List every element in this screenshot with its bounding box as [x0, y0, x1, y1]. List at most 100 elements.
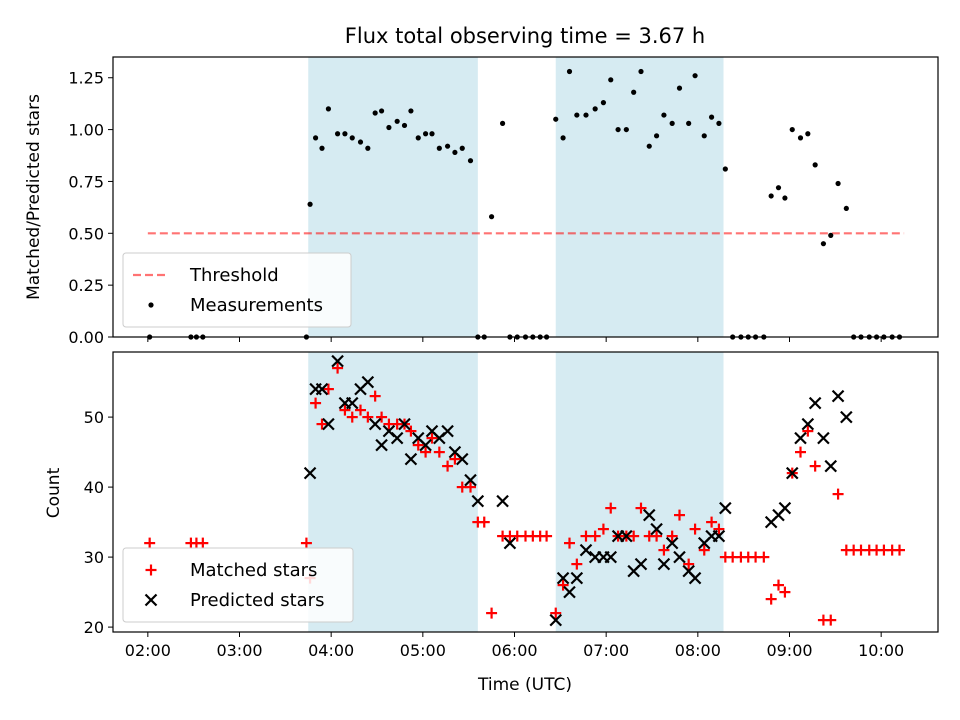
- predicted-stars-point-b: [368, 417, 382, 431]
- predicted-stars-point: [785, 466, 799, 480]
- predicted-stars-point: [801, 417, 815, 431]
- x-tick-label: 03:00: [216, 641, 262, 660]
- matched-stars-point: [689, 523, 701, 535]
- measurements-point: [499, 120, 506, 126]
- predicted-stars-point: [368, 417, 382, 431]
- measurements-point: [592, 106, 598, 112]
- predicted-stars-point-b: [315, 382, 329, 396]
- measurements-point: [349, 135, 355, 141]
- measurements-point: [608, 77, 614, 83]
- measurements-point: [768, 193, 774, 199]
- y-tick-label: 0.25: [68, 276, 104, 295]
- legend-label: Predicted stars: [190, 590, 324, 611]
- predicted-stars-point: [817, 431, 830, 445]
- predicted-stars-point-b: [620, 529, 633, 543]
- predicted-stars-point: [556, 571, 570, 585]
- measurements-point: [600, 100, 607, 106]
- matched-stars-series: [144, 362, 905, 626]
- x-tick-label: 05:00: [400, 641, 446, 660]
- measurements-point: [436, 145, 442, 151]
- predicted-stars-point-b: [496, 494, 509, 508]
- measurements-point: [378, 108, 385, 114]
- matched-stars-point: [651, 530, 663, 542]
- measurements-point: [676, 85, 683, 91]
- measurements-point: [553, 116, 559, 122]
- legend-label: Measurements: [190, 295, 323, 316]
- matched-stars-point: [420, 446, 432, 458]
- matched-stars-point: [197, 537, 209, 549]
- predicted-stars-point-b: [712, 529, 726, 543]
- matched-stars-point: [426, 432, 438, 444]
- predicted-stars-point: [331, 354, 344, 368]
- measurements-point: [386, 124, 392, 131]
- predicted-stars-point-b: [794, 431, 807, 445]
- predicted-stars-point-b: [556, 571, 570, 585]
- predicted-stars-point-b: [441, 424, 454, 438]
- matched-stars-point: [605, 502, 617, 514]
- y-tick-label: 40: [84, 478, 104, 497]
- measurements-point: [661, 112, 667, 118]
- matched-stars-point: [894, 544, 905, 556]
- measurements-point: [342, 131, 348, 137]
- measurements-point: [843, 205, 849, 212]
- predicted-stars-point: [375, 438, 388, 452]
- predicted-stars-point: [778, 501, 792, 515]
- matched-stars-point: [300, 537, 312, 549]
- measurements-point: [722, 166, 728, 172]
- predicted-stars-point: [620, 529, 633, 543]
- matched-stars-point: [332, 362, 344, 374]
- legend-matched-stars-handle: [145, 564, 157, 576]
- matched-stars-point: [635, 502, 647, 514]
- legend-label: Matched stars: [190, 560, 317, 581]
- predicted-stars-point-b: [331, 354, 344, 368]
- predicted-stars-point: [390, 431, 404, 445]
- matched-stars-point: [683, 558, 695, 570]
- predicted-stars-point: [650, 522, 663, 536]
- measurements-point: [828, 232, 834, 238]
- predicted-stars-point-b: [785, 466, 799, 480]
- predicted-stars-point: [441, 424, 454, 438]
- x-tick-label: 07:00: [583, 641, 629, 660]
- matched-stars-point: [310, 397, 322, 409]
- predicted-stars-point-b: [570, 571, 584, 585]
- matched-stars-point: [541, 530, 553, 542]
- measurements-point: [812, 162, 818, 168]
- measurements-point: [797, 135, 804, 141]
- measurements-point: [467, 158, 474, 164]
- measurements-point: [638, 68, 644, 75]
- measurements-point: [805, 131, 811, 137]
- measurements-point: [444, 143, 451, 149]
- predicted-stars-point-b: [719, 501, 732, 515]
- predicted-stars-point-b: [303, 466, 317, 480]
- predicted-stars-point: [464, 473, 477, 487]
- predicted-stars-point-b: [840, 410, 853, 424]
- predicted-stars-point-b: [579, 543, 593, 557]
- measurements-point: [357, 139, 364, 145]
- matched-stars-point: [713, 523, 725, 535]
- predicted-stars-point: [322, 417, 335, 431]
- predicted-stars-point-b: [817, 431, 830, 445]
- predicted-stars-point: [471, 494, 485, 508]
- matched-stars-point: [339, 404, 351, 416]
- predicted-stars-point-b: [688, 571, 702, 585]
- shaded-interval: [555, 352, 724, 632]
- predicted-stars-point: [404, 452, 418, 466]
- matched-stars-point: [369, 390, 381, 402]
- measurements-point: [334, 131, 341, 137]
- predicted-stars-point-b: [682, 564, 695, 578]
- measurements-point: [692, 73, 698, 79]
- predicted-stars-point: [824, 459, 838, 473]
- legend-label: Threshold: [189, 265, 279, 286]
- predicted-stars-point: [563, 585, 576, 599]
- predicted-stars-point-b: [778, 501, 792, 515]
- matched-stars-point: [597, 523, 609, 535]
- measurements-point: [307, 201, 313, 207]
- x-tick-label: 08:00: [675, 641, 721, 660]
- axes-frame: [112, 351, 939, 633]
- measurements-point: [394, 118, 400, 124]
- bottom-panel: 20 30 40 50 02:00 03:00 04:00 05:00 06:00 07:00 08…: [84, 351, 939, 660]
- measurements-point: [820, 241, 827, 247]
- matched-stars-point: [465, 481, 476, 493]
- measurements-point: [574, 112, 580, 118]
- measurements-point: [631, 89, 637, 95]
